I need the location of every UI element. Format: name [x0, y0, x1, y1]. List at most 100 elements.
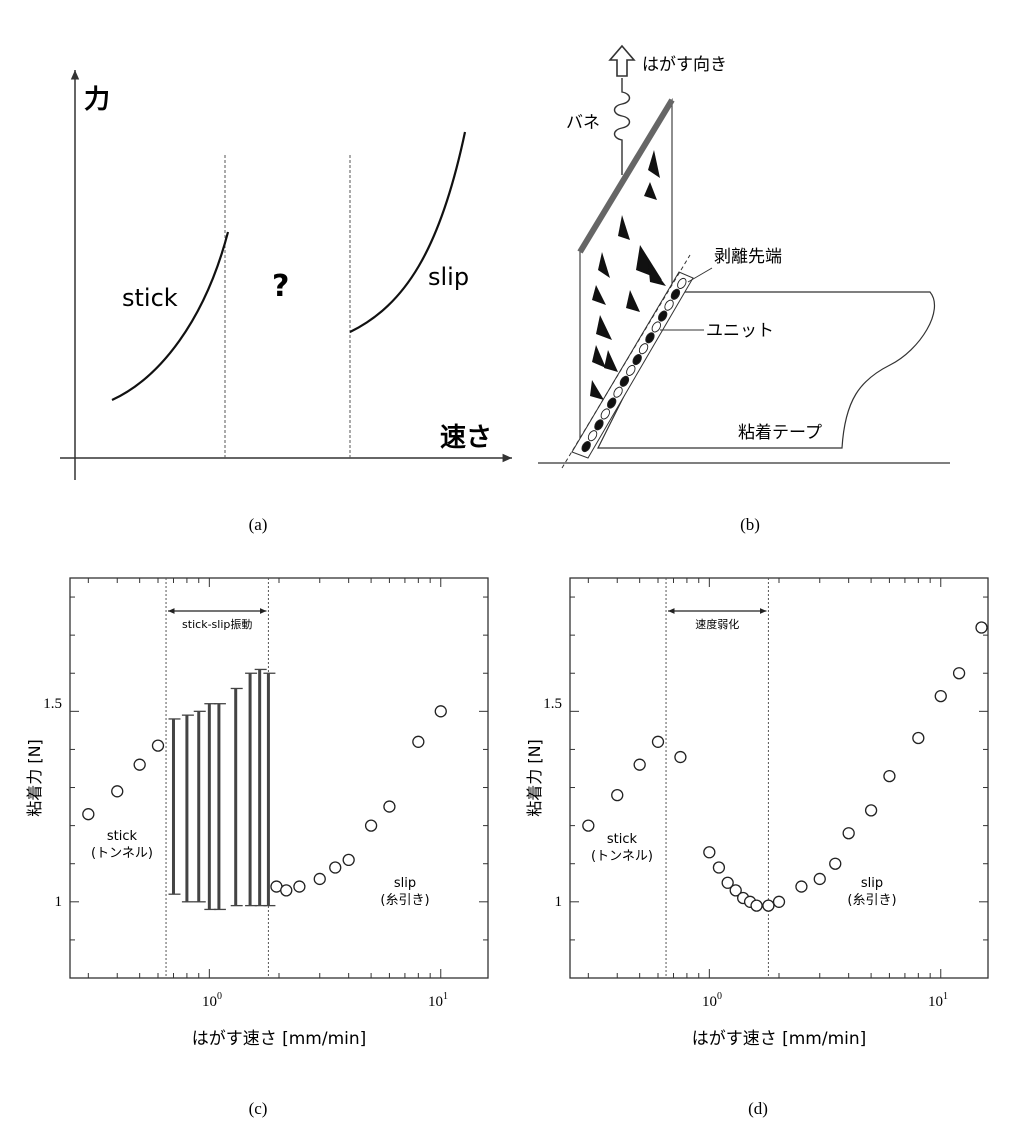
panel-b-caption: (b): [740, 515, 760, 534]
panel-c-y-axis-label: 粘着力 [N]: [25, 739, 44, 817]
panel-c-data-point: [82, 808, 95, 821]
panel-c-chart: stick-slip振動 stick (トンネル) slip (糸引き) 100…: [25, 577, 489, 1118]
panel-b-unit: [594, 419, 604, 431]
panel-d-data-point: [762, 899, 775, 912]
panel-c-data-point: [280, 884, 293, 897]
panel-c-x-axis-label: はがす速さ [mm/min]: [192, 1029, 367, 1049]
panel-d-y-tick-label-1-5: 1.5: [543, 696, 562, 712]
panel-d-data-point: [729, 884, 742, 897]
panel-a-question-label: ?: [272, 269, 289, 304]
panel-c-data-point: [342, 853, 355, 867]
panel-c-data-point: [151, 739, 165, 752]
panel-d-data-point: [674, 750, 687, 764]
panel-b-unit: [632, 354, 642, 366]
panel-d-x-tick-label-10: 101: [928, 991, 948, 1010]
panel-b-peel-direction-label: はがす向き: [642, 55, 727, 75]
panel-d-x-axis-label: はがす速さ [mm/min]: [692, 1029, 867, 1049]
panel-c-x-tick-label-10: 101: [428, 991, 448, 1010]
panel-d-x-tick-exp-10: 1: [943, 991, 948, 1002]
panel-b-unit: [607, 397, 617, 409]
panel-c-data-point: [434, 705, 447, 718]
panel-c-plot-frame: [69, 577, 489, 979]
panel-b-spring-label: バネ: [566, 113, 600, 133]
panel-c-y-tick-label-1-5: 1.5: [43, 696, 62, 712]
panel-a-caption: (a): [249, 515, 268, 534]
panel-a-y-axis-label: 力: [84, 85, 110, 115]
panel-c-y-tick-label-1: 1: [55, 894, 63, 910]
panel-d-region-middle-label: 速度弱化: [695, 617, 739, 631]
panel-d-data-point: [712, 861, 726, 874]
panel-b-peel-front-leader: [687, 267, 713, 283]
panel-c-data-point: [329, 861, 342, 874]
panel-b-unit: [645, 332, 655, 344]
panel-d-data-point: [703, 846, 716, 859]
panel-a-x-axis-label: 速さ: [440, 423, 492, 453]
panel-d-data-point: [952, 667, 966, 680]
panel-d-region-left-label-line1: stick: [607, 832, 638, 847]
panel-b-sheet-markings: [590, 150, 666, 400]
panel-c-x-tick-exp-1: 0: [217, 991, 222, 1002]
panel-c-data-point: [412, 735, 425, 748]
panel-c-data-point: [364, 819, 378, 832]
panel-b-unit: [600, 408, 610, 420]
panel-b-unit: [670, 288, 681, 300]
panel-b-tape: [597, 291, 936, 449]
panel-b-unit: [638, 343, 649, 355]
panel-d-data-point: [912, 731, 925, 745]
panel-c-region-right-label-line2: (糸引き): [380, 893, 429, 908]
panel-d-data-point: [975, 621, 988, 634]
panel-b-arrow-icon: [608, 44, 636, 77]
panel-c-data-point: [383, 800, 396, 813]
panel-c-data-point: [111, 785, 124, 798]
panel-c-data-point: [313, 872, 326, 886]
panel-d-data-point: [582, 819, 595, 832]
panel-b-unit: [587, 430, 598, 442]
panel-b-spring: [613, 78, 631, 175]
panel-d-region-left-label-line2: (トンネル): [591, 849, 653, 864]
panel-d-y-axis-label: 粘着力 [N]: [525, 739, 544, 817]
panel-d-chart: 速度弱化 stick (トンネル) slip (糸引き) 100 101 1 1…: [525, 577, 989, 1118]
panel-b-unit: [619, 375, 630, 387]
panel-b-tape-label: 粘着テープ: [738, 423, 822, 443]
panel-d-data-point: [934, 689, 947, 703]
panel-b-peel-front-label: 剥離先端: [714, 247, 782, 267]
panel-c-caption: (c): [249, 1099, 268, 1118]
panel-c-data-point: [133, 758, 146, 771]
panel-c-region-middle-label: stick-slip振動: [182, 617, 252, 631]
panel-d-data-point: [750, 899, 763, 912]
panel-a-slip-curve: [349, 131, 467, 333]
panel-d-data-point: [633, 758, 646, 771]
panel-d-region-right-label-line1: slip: [861, 876, 883, 891]
panel-b-sheet-top-edge: [577, 98, 675, 254]
panel-d-y-tick-label-1: 1: [555, 894, 563, 910]
panel-d-data-point: [842, 827, 855, 840]
panel-c-x-tick-label-1: 100: [202, 991, 222, 1010]
panel-d-plot-frame: [569, 577, 989, 979]
panel-b-unit: [613, 386, 623, 398]
panel-d-data-point: [795, 880, 808, 893]
panel-a-stick-label: stick: [122, 284, 178, 312]
panel-d-data-point: [651, 735, 665, 748]
panel-d-data-point: [772, 895, 786, 908]
panel-b-unit: [651, 321, 661, 333]
panel-d-x-tick-exp-1: 0: [717, 991, 722, 1002]
panel-b-unit: [658, 310, 668, 322]
panel-d-data-point: [864, 804, 878, 817]
panel-b-unit: [581, 441, 591, 453]
panel-d-data-point: [829, 857, 842, 870]
panel-b-units: [581, 277, 687, 453]
panel-d-data-point: [883, 769, 896, 783]
panel-d-data-point: [813, 872, 826, 886]
panel-b-unit-label: ユニット: [706, 321, 774, 341]
panel-c-region-right-label-line1: slip: [394, 876, 416, 891]
panel-c-region-left-label-line1: stick: [107, 829, 138, 844]
panel-d-x-tick-label-1: 100: [702, 991, 722, 1010]
panel-b-unit: [664, 299, 674, 311]
panel-d-region-right-label-line2: (糸引き): [847, 893, 896, 908]
panel-a-slip-label: slip: [428, 263, 469, 291]
panel-b: はがす向き バネ 剥離先端 ユニット 粘着テープ (b): [538, 44, 950, 534]
panel-a-stick-curve: [111, 231, 230, 401]
panel-c-data-point: [293, 880, 306, 893]
panel-d-caption: (d): [748, 1099, 768, 1118]
